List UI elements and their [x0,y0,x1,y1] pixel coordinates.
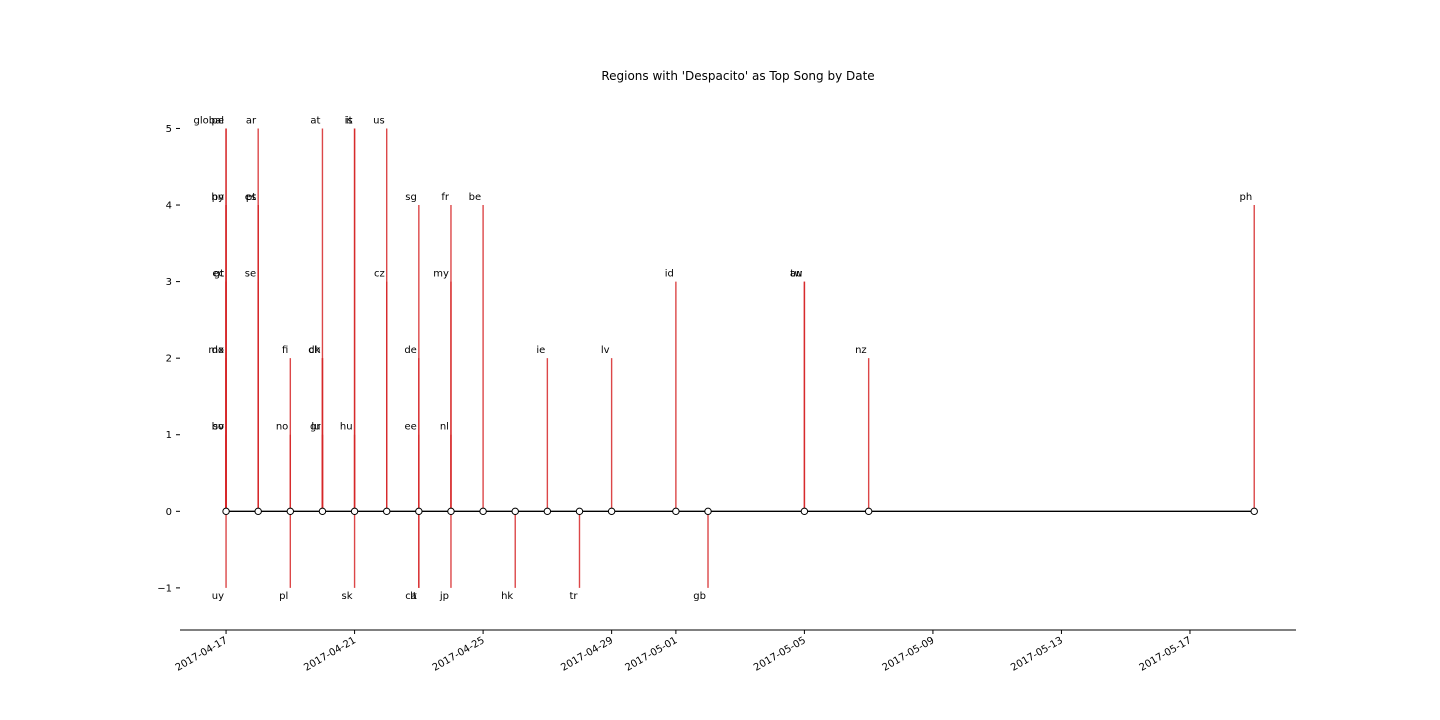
date-marker [286,507,295,516]
region-label: bo [212,422,224,433]
date-marker [479,507,487,516]
region-label: do [212,345,224,356]
y-tick-label: 1 [166,430,172,441]
region-label: it [346,115,353,126]
y-tick-label: −1 [157,583,172,594]
region-label: be [469,192,482,203]
region-label: tw [790,269,802,280]
region-label: hn [211,192,224,203]
region-label: pt [246,192,256,203]
region-label: pe [212,115,225,126]
region-label: no [276,422,288,433]
date-marker [383,507,391,516]
date-marker [672,507,680,516]
region-label: ec [212,269,224,280]
region-label: fr [441,192,450,203]
y-tick-label: 0 [166,507,172,518]
region-label: uy [212,591,224,602]
date-marker [704,507,712,516]
x-tick-label: 2017-05-01 [624,635,680,674]
x-tick-label: 2017-05-13 [1009,635,1065,674]
date-marker [318,507,327,516]
x-tick-label: 2017-04-25 [431,635,487,674]
region-label: id [665,269,674,280]
x-tick-label: 2017-05-17 [1138,635,1194,674]
x-tick-label: 2017-05-09 [881,635,937,674]
region-label: sk [342,591,353,602]
region-label: lt [410,591,417,602]
date-marker [543,507,552,516]
region-label: ee [405,422,417,433]
region-label: ph [1240,192,1253,203]
date-marker [415,507,423,516]
region-label: au [790,269,802,280]
region-label: py [212,192,224,203]
region-label: gb [693,591,706,602]
x-tick-label: 2017-04-17 [174,635,230,674]
region-label: gt [214,269,224,280]
region-label: ca [405,591,417,602]
x-axis: 2017-04-17 2017-04-21 2017-04-25 2017-04-29… [174,629,1296,674]
region-label: fi [282,345,288,356]
region-label: us [373,115,385,126]
x-tick-label: 2017-05-05 [752,635,808,674]
region-label: global [194,115,225,126]
region-label: dk [308,345,320,356]
region-label: mx [208,345,224,356]
x-tick-label: 2017-04-21 [302,635,358,674]
region-label: my [433,269,449,280]
x-tick-label: 2017-04-29 [559,635,615,674]
region-label: lv [601,345,610,356]
region-label: es [245,192,256,203]
region-label: tr [569,591,578,602]
region-label: is [345,115,353,126]
date-marker [447,507,455,516]
date-marker [511,507,519,516]
region-label: nz [855,345,867,356]
region-label: sg [405,192,417,203]
region-label: jp [439,591,449,602]
region-label: sv [213,422,224,433]
date-marker [800,507,809,516]
region-label: ar [246,115,257,126]
date-marker [350,507,359,516]
region-label: ch [309,345,321,356]
date-marker [607,507,616,516]
region-label: hu [340,422,353,433]
baseline-layer [222,507,1258,516]
region-label: lu [311,422,320,433]
region-label: ie [536,345,545,356]
region-label: hk [501,591,513,602]
date-marker [575,507,584,516]
region-label: nl [440,422,449,433]
date-marker [254,507,262,516]
region-label: de [404,345,417,356]
date-marker [222,507,230,516]
y-tick-label: 3 [166,277,172,288]
region-label: cz [374,269,385,280]
y-tick-label: 2 [166,354,172,365]
y-tick-label: 5 [166,124,172,135]
chart-title: Regions with 'Despacito' as Top Song by … [601,69,874,83]
stems [225,128,1255,588]
region-label: pl [279,591,288,602]
y-axis: −1 0 1 2 3 4 5 [157,124,180,594]
date-marker [1250,507,1258,516]
date-marker [864,507,873,516]
region-label: se [245,269,256,280]
region-label: at [310,115,320,126]
region-label: gr [310,422,321,433]
y-tick-label: 4 [166,201,172,212]
